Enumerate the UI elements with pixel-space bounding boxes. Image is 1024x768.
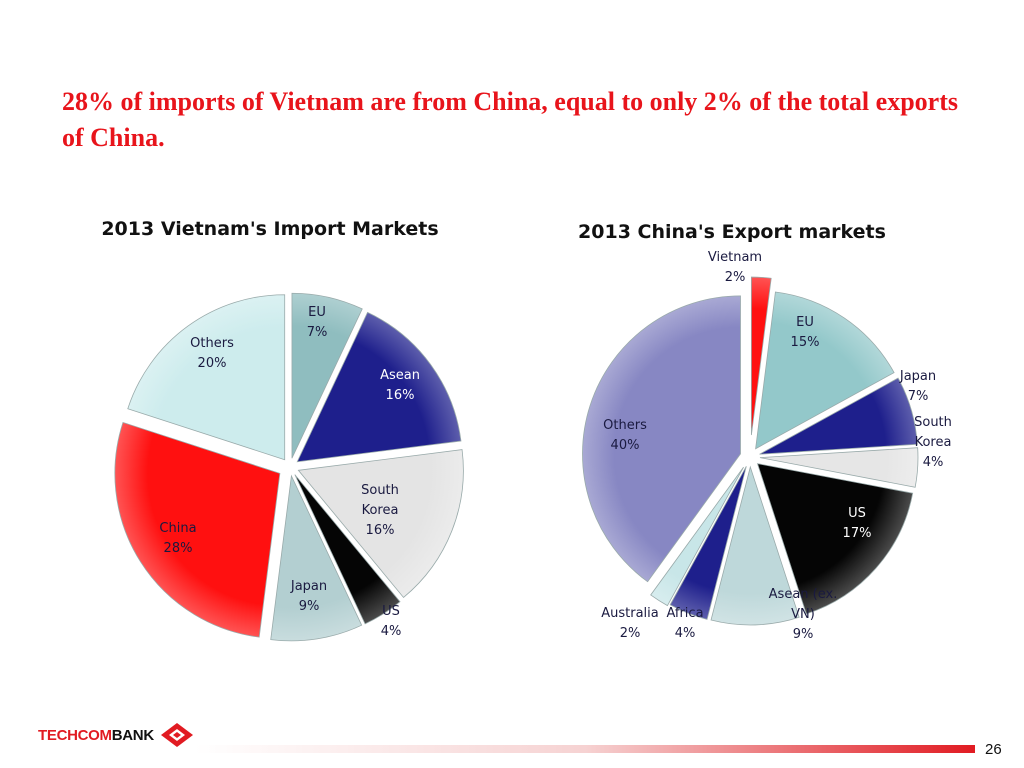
pie-slice-eu: [755, 291, 895, 450]
data-label-japan: Japan 9%: [290, 579, 327, 614]
data-label-africa: Africa 4%: [666, 606, 703, 641]
vietnam-import-pie-svg: EU 7% Asean 16% South Korea 16% US 4% Japan 9% Chin…: [114, 292, 464, 642]
data-label-eu: EU 15%: [791, 315, 820, 350]
pie-slice-japan: [270, 474, 363, 642]
pie-slice-us: [294, 474, 401, 625]
pie-slice-others: [127, 294, 286, 461]
techcombank-logo: TECHCOMBANK: [38, 722, 194, 748]
data-label-australia: Australia 2%: [601, 606, 659, 641]
vietnam-import-pie-chart: EU 7% Asean 16% South Korea 16% US 4% Japan 9% Chin…: [60, 212, 530, 672]
pie-slice-south-korea: [297, 449, 464, 599]
pie-slice-australia: [650, 466, 744, 607]
footer-divider: [195, 745, 975, 753]
chart-title-vietnam-imports: 2013 Vietnam's Import Markets: [101, 218, 439, 240]
data-label-others: Others 40%: [603, 418, 647, 453]
pie-slice-vietnam: [750, 276, 772, 436]
data-label-china: China 28%: [159, 521, 196, 556]
pie-slice-china: [114, 421, 281, 638]
china-export-pie-svg: Vietnam 2% EU 15% Japan 7% South Korea 4% US 17% As…: [582, 250, 952, 642]
chart-title-china-exports: 2013 China's Export markets: [578, 221, 886, 243]
slide-title: 28% of imports of Vietnam are from China…: [62, 87, 958, 152]
pie-slice-us: [756, 463, 914, 615]
data-label-others: Others 20%: [190, 336, 234, 371]
data-label-japan: Japan 7%: [899, 369, 936, 404]
pie-slice-africa: [669, 466, 747, 620]
pie-slice-south-korea: [759, 447, 919, 488]
china-export-pie-chart: Vietnam 2% EU 15% Japan 7% South Korea 4% US 17% As…: [525, 212, 995, 672]
page-number: 26: [985, 741, 1002, 758]
data-label-vietnam: Vietnam 2%: [708, 250, 762, 285]
data-label-asean-ex-vn: Asean (ex. VN) 9%: [769, 587, 838, 642]
pie-slice-asean: [296, 311, 462, 463]
pie-slice-others: [582, 295, 741, 583]
pie-slice-asean-ex-vn: [710, 465, 800, 626]
data-label-asean: Asean 16%: [380, 368, 420, 403]
data-label-south-korea: South Korea 4%: [914, 415, 952, 470]
logo-diamond-icon: [160, 723, 193, 747]
logo-text: TECHCOMBANK: [38, 726, 154, 744]
data-label-eu: EU 7%: [307, 305, 328, 340]
data-label-us: US 4%: [381, 604, 402, 639]
data-label-us: US 17%: [843, 506, 872, 541]
pie-slice-eu: [291, 292, 363, 459]
data-label-south-korea: South Korea 16%: [361, 483, 399, 538]
pie-slice-japan: [759, 377, 918, 455]
